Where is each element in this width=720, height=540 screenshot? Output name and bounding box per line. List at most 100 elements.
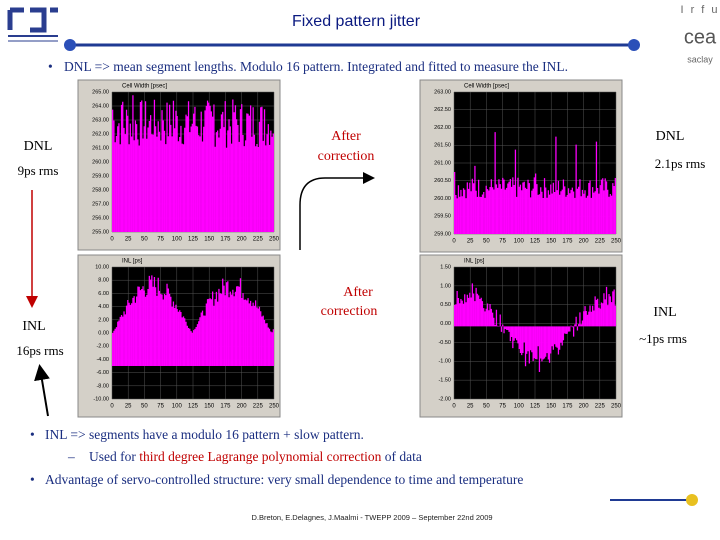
text: of data — [381, 449, 421, 464]
slide-title: Fixed pattern jitter — [292, 13, 421, 30]
x-tick-label: 200 — [579, 404, 590, 410]
y-tick-label: 1.50 — [440, 264, 451, 270]
x-tick-label: 50 — [483, 404, 490, 410]
y-tick-label: -1.50 — [438, 378, 451, 384]
x-tick-label: 225 — [253, 237, 264, 243]
x-tick-label: 100 — [172, 404, 183, 410]
x-tick-label: 0 — [110, 404, 114, 410]
label: INL — [653, 305, 676, 320]
x-tick-label: 75 — [157, 404, 164, 410]
x-tick-label: 100 — [514, 404, 525, 410]
trace — [454, 132, 616, 234]
x-tick-label: 100 — [514, 239, 525, 245]
logo-saclay: saclay — [687, 54, 713, 64]
y-tick-label: 260.00 — [92, 159, 109, 165]
y-tick-label: -2.00 — [438, 396, 451, 402]
y-tick-label: 0.00 — [440, 321, 451, 327]
y-tick-label: 263.00 — [434, 89, 451, 95]
x-tick-label: 125 — [188, 237, 199, 243]
y-tick-label: 261.00 — [92, 145, 109, 151]
y-tick-label: -6.00 — [96, 370, 109, 376]
plot-title: INL [ps] — [122, 259, 143, 265]
label: 2.1ps rms — [655, 156, 706, 171]
y-tick-label: 260.00 — [434, 196, 451, 202]
y-tick-label: 261.50 — [434, 143, 451, 149]
x-tick-label: 200 — [579, 239, 590, 245]
y-tick-label: 259.00 — [92, 173, 109, 179]
x-tick-label: 250 — [269, 237, 280, 243]
x-tick-label: 175 — [562, 404, 573, 410]
x-tick-label: 125 — [188, 404, 199, 410]
x-tick-label: 25 — [125, 404, 132, 410]
plot-title: Cell Width [psec] — [464, 84, 509, 90]
footer-rule — [610, 494, 698, 506]
y-tick-label: -0.50 — [438, 340, 451, 346]
y-tick-label: 262.00 — [434, 125, 451, 131]
trace — [112, 95, 274, 232]
y-tick-label: 0.50 — [440, 302, 451, 308]
x-tick-label: 200 — [237, 237, 248, 243]
y-tick-label: 262.00 — [92, 131, 109, 137]
logo-left — [4, 4, 60, 44]
x-tick-label: 125 — [530, 239, 541, 245]
y-tick-label: 6.00 — [98, 291, 109, 297]
x-tick-label: 150 — [204, 404, 215, 410]
y-tick-label: -8.00 — [96, 383, 109, 389]
label: INL — [22, 319, 45, 334]
plots: Cell Width [psec] 265.00 264.00 263.00 262.0… — [77, 79, 623, 418]
x-tick-label: 200 — [237, 404, 248, 410]
label: ~1ps rms — [639, 331, 687, 346]
x-tick-label: 25 — [125, 237, 132, 243]
y-tick-label: 263.00 — [92, 117, 109, 123]
y-tick-label: 259.50 — [434, 214, 451, 220]
highlight: third degree Lagrange polynomial correct… — [139, 449, 381, 464]
x-tick-label: 250 — [611, 404, 622, 410]
y-tick-label: -4.00 — [96, 357, 109, 363]
x-tick-label: 0 — [452, 404, 456, 410]
x-tick-label: 175 — [562, 239, 573, 245]
bullet-text: INL => segments have a modulo 16 pattern… — [45, 427, 364, 442]
x-tick-label: 50 — [141, 237, 148, 243]
y-tick-label: 1.00 — [440, 283, 451, 289]
y-tick-label: 2.00 — [98, 317, 109, 323]
y-tick-label: -10.00 — [93, 396, 109, 402]
x-tick-label: 75 — [499, 404, 506, 410]
sub-bullet-dash: – — [67, 449, 75, 464]
x-tick-label: 75 — [499, 239, 506, 245]
y-tick-label: -1.00 — [438, 359, 451, 365]
logo-irfu: I r f u — [680, 4, 719, 16]
x-tick-label: 225 — [595, 239, 606, 245]
text: Used for — [89, 449, 139, 464]
footer: D.Breton, E.Delagnes, J.Maalmi - TWEPP 2… — [251, 513, 492, 522]
trace — [112, 275, 274, 366]
intro-text: DNL => mean segment lengths. Modulo 16 p… — [64, 59, 568, 74]
arrow — [34, 364, 50, 417]
y-tick-label: 258.00 — [92, 187, 109, 193]
label: After — [331, 129, 361, 144]
x-tick-label: 50 — [483, 239, 490, 245]
x-tick-label: 150 — [546, 404, 557, 410]
x-tick-label: 225 — [595, 404, 606, 410]
x-tick-label: 225 — [253, 404, 264, 410]
x-tick-label: 25 — [467, 239, 474, 245]
label: correction — [321, 304, 378, 319]
plot-title: INL [ps] — [464, 259, 485, 265]
label: DNL — [656, 129, 685, 144]
sub-bullet-text: Used for third degree Lagrange polynomia… — [89, 449, 422, 464]
y-tick-label: 8.00 — [98, 278, 109, 284]
arrow — [299, 172, 375, 250]
y-tick-label: 261.00 — [434, 160, 451, 166]
label: correction — [318, 149, 375, 164]
x-tick-label: 150 — [546, 239, 557, 245]
x-tick-label: 50 — [141, 404, 148, 410]
bullet-dot: • — [48, 59, 53, 74]
y-tick-label: 256.00 — [92, 215, 109, 221]
x-tick-label: 75 — [157, 237, 164, 243]
x-tick-label: 150 — [204, 237, 215, 243]
y-tick-label: 0.00 — [98, 330, 109, 336]
bullet-dot: • — [30, 427, 35, 442]
x-tick-label: 250 — [269, 404, 280, 410]
label: 9ps rms — [18, 163, 59, 178]
logo-cea: cea — [684, 26, 717, 48]
label: DNL — [24, 139, 53, 154]
